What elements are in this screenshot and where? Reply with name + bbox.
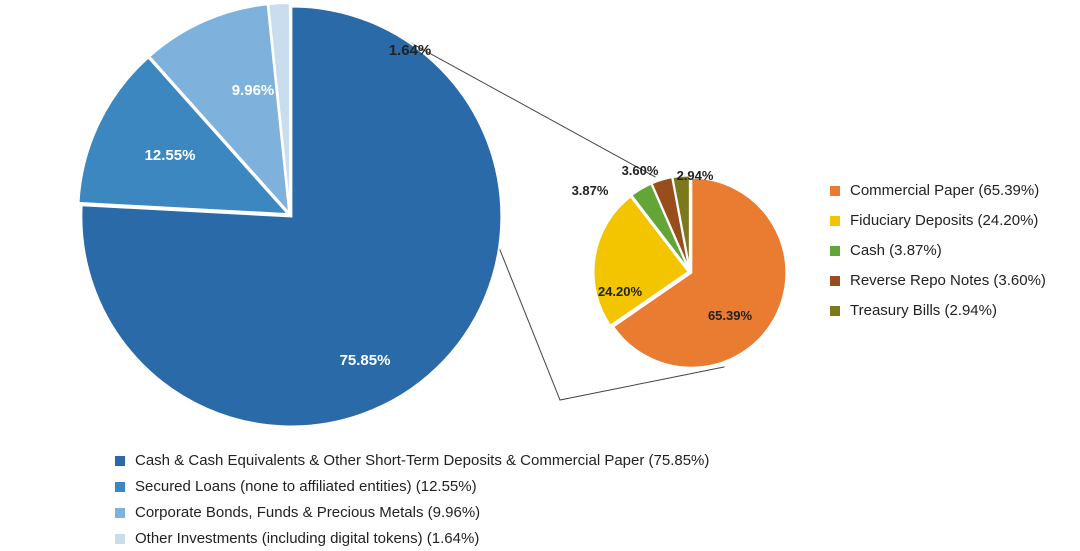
sub-legend-swatch-0 <box>830 186 840 196</box>
main-legend-swatch-3 <box>115 534 125 544</box>
main-legend-text-0: Cash & Cash Equivalents & Other Short-Te… <box>135 452 709 469</box>
main-pie-label-other: 1.64% <box>389 42 432 59</box>
main-legend-text-3: Other Investments (including digital tok… <box>135 530 479 547</box>
main-pie-label-bonds: 9.96% <box>232 82 275 99</box>
main-pie-label-cash: 75.85% <box>340 352 391 369</box>
main-legend-swatch-1 <box>115 482 125 492</box>
sub-legend-text-2: Cash (3.87%) <box>850 242 942 259</box>
main-legend-swatch-0 <box>115 456 125 466</box>
sub-legend-text-1: Fiduciary Deposits (24.20%) <box>850 212 1038 229</box>
sub-pie-label-cp: 65.39% <box>708 308 753 323</box>
sub-legend-swatch-4 <box>830 306 840 316</box>
sub-legend-swatch-1 <box>830 216 840 226</box>
sub-legend-text-4: Treasury Bills (2.94%) <box>850 302 997 319</box>
sub-pie-label-rrn: 3.60% <box>622 163 659 178</box>
main-pie-label-loans: 12.55% <box>145 147 196 164</box>
sub-pie-label-cash: 3.87% <box>572 183 609 198</box>
main-legend-swatch-2 <box>115 508 125 518</box>
sub-legend-text-0: Commercial Paper (65.39%) <box>850 182 1039 199</box>
sub-legend-text-3: Reverse Repo Notes (3.60%) <box>850 272 1046 289</box>
sub-pie-label-tb: 2.94% <box>677 168 714 183</box>
sub-legend-swatch-2 <box>830 246 840 256</box>
main-legend-text-1: Secured Loans (none to affiliated entiti… <box>135 478 477 495</box>
sub-pie-label-fid: 24.20% <box>598 284 643 299</box>
sub-legend-swatch-3 <box>830 276 840 286</box>
main-legend-text-2: Corporate Bonds, Funds & Precious Metals… <box>135 504 480 521</box>
